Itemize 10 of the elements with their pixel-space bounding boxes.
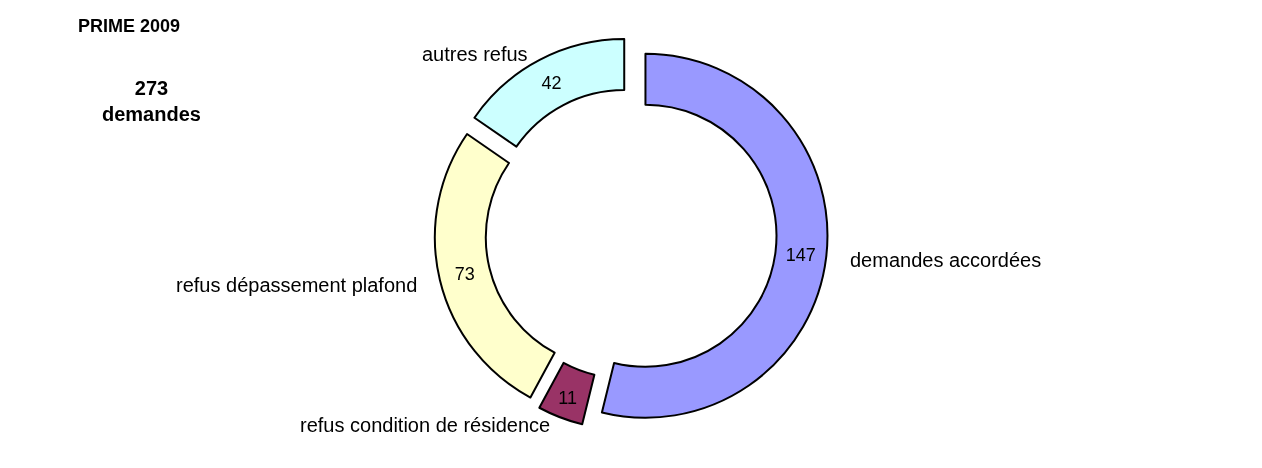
slice-label: refus condition de résidence: [300, 414, 551, 436]
data-label: 73: [454, 263, 475, 284]
data-label: 147: [785, 244, 816, 265]
text: 273 demandes: [102, 77, 201, 125]
data-label: 11: [558, 388, 577, 409]
slice-label: autres refus: [422, 43, 528, 65]
chart-title: PRIME 2009: [78, 16, 181, 36]
slice-label: demandes accordées: [850, 249, 1042, 271]
slice-label: refus dépassement plafond: [176, 274, 418, 296]
data-label: 42: [541, 72, 562, 93]
